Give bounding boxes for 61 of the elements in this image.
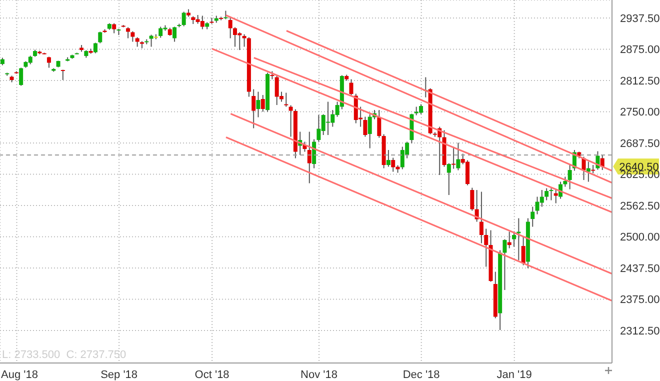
candlestick <box>544 188 549 201</box>
candlestick <box>60 69 65 80</box>
candlestick <box>126 26 130 39</box>
candlestick <box>470 187 474 212</box>
candlestick <box>502 238 507 290</box>
candlestick <box>46 56 51 68</box>
x-tick-label: Jan '19 <box>496 369 532 381</box>
candlestick <box>252 88 256 129</box>
candlestick <box>19 67 24 86</box>
y-tick-label: 2812.50 <box>620 75 660 88</box>
candlestick <box>93 42 98 54</box>
candlestick <box>260 94 265 112</box>
candlestick <box>200 15 204 30</box>
y-tick-label: 2375.00 <box>620 294 660 306</box>
candlestick <box>98 31 102 44</box>
y-tick-label: 2562.50 <box>620 200 660 212</box>
candlestick <box>530 206 535 228</box>
candlestick <box>112 22 116 34</box>
candlestick <box>363 116 368 138</box>
candlestick <box>307 131 312 184</box>
candlestick <box>288 104 293 138</box>
y-tick-label: 2437.50 <box>620 262 660 275</box>
candlestick <box>549 188 554 201</box>
candlestick <box>456 142 460 171</box>
candlestick <box>242 34 246 48</box>
y-tick-label: 2937.50 <box>620 12 660 25</box>
candlestick <box>516 218 521 261</box>
candlestick <box>591 164 596 174</box>
y-tick-label: 2750.00 <box>620 106 660 119</box>
candlestick <box>158 26 163 38</box>
candlestick <box>446 162 451 196</box>
candlestick <box>484 228 488 268</box>
candlestick <box>349 78 354 96</box>
candlestick <box>507 231 512 249</box>
candlestick <box>568 164 572 190</box>
candlestick <box>521 236 526 266</box>
candlestick <box>540 190 544 208</box>
y-tick-label: 2687.50 <box>620 138 660 150</box>
candlestick <box>228 16 232 39</box>
y-tick-label: 2500.00 <box>620 232 660 244</box>
candlestick <box>135 36 140 48</box>
candlestick <box>554 190 558 204</box>
candlestick <box>172 26 177 42</box>
x-tick-label: Oct '18 <box>194 369 230 381</box>
candlestick <box>182 11 186 27</box>
candlestick <box>452 146 456 170</box>
x-tick-label: Nov '18 <box>300 369 338 381</box>
y-tick-label: 2875.00 <box>620 44 660 56</box>
candlestick <box>386 150 390 168</box>
y-tick-label: 2312.50 <box>620 325 660 338</box>
candlestick <box>479 191 484 244</box>
candlestick <box>130 30 135 42</box>
x-tick-label: Dec '18 <box>402 369 440 381</box>
candlestick <box>284 92 288 108</box>
candlestick <box>512 231 516 248</box>
x-tick-label: Aug '18 <box>1 369 38 381</box>
candlestick <box>563 176 568 188</box>
candlestick <box>149 34 154 48</box>
candlestick <box>377 110 382 138</box>
x-tick-label: Sep '18 <box>100 369 138 381</box>
candlestick <box>256 91 260 118</box>
